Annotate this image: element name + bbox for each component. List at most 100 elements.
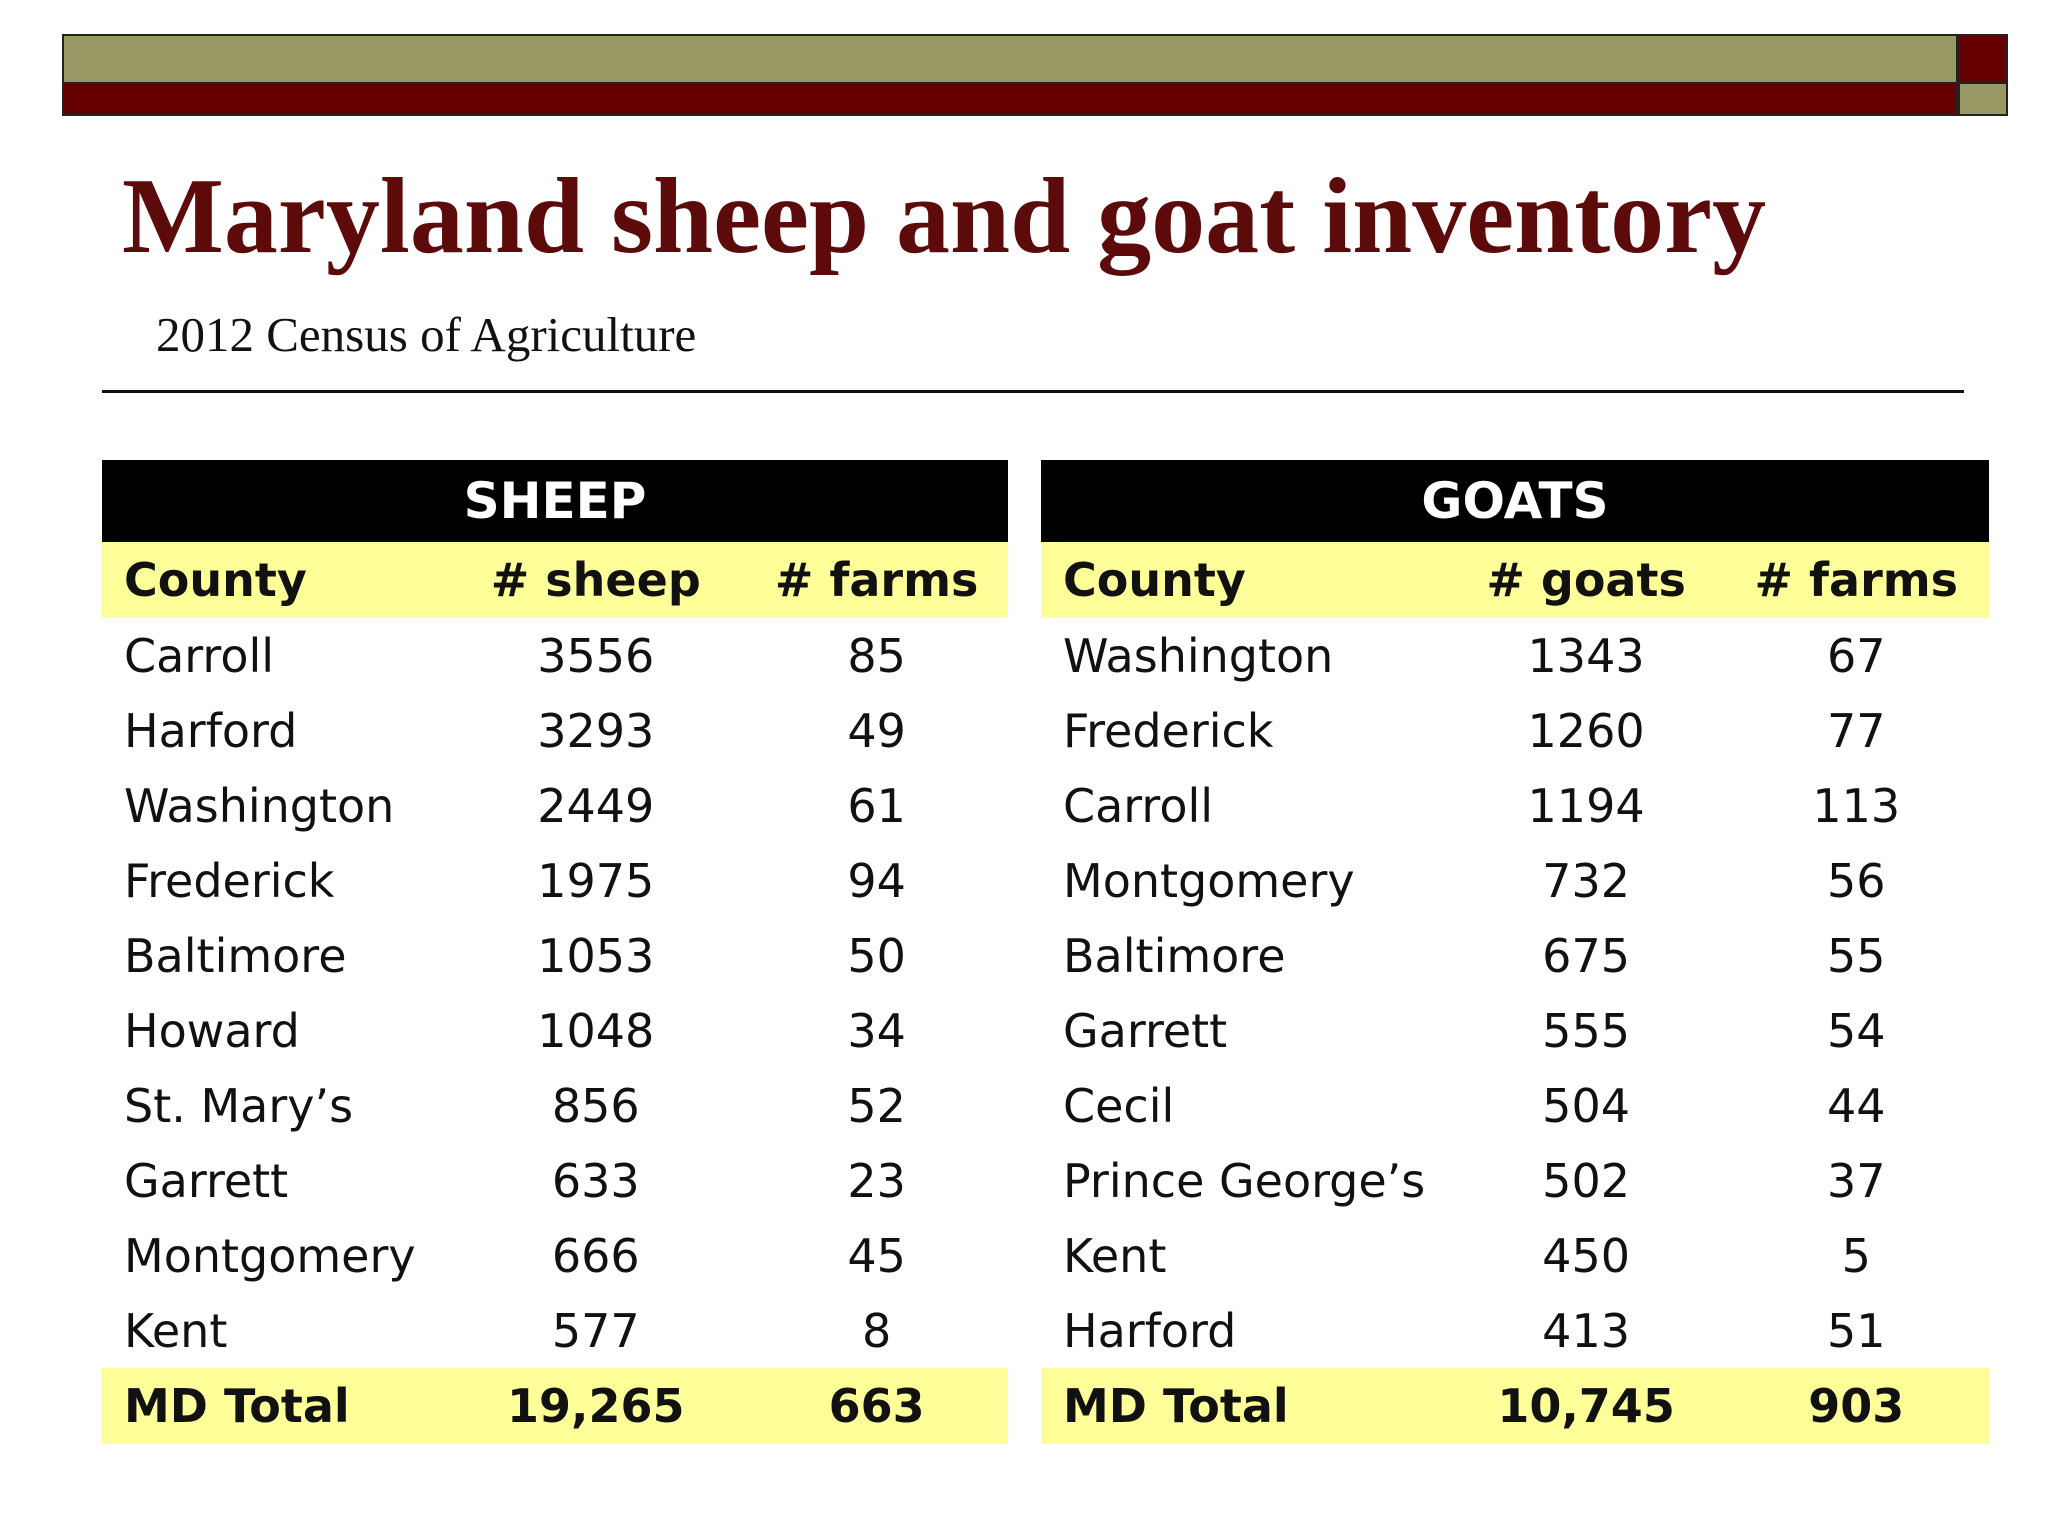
count-cell: 666 (551, 1228, 640, 1283)
table-row: Harford 413 51 (1041, 1293, 1989, 1368)
table-row: Baltimore 675 55 (1041, 918, 1989, 993)
county-cell: St. Mary’s (124, 1078, 354, 1133)
goats-table-heading: GOATS (1041, 460, 1989, 542)
count-cell: 1053 (537, 928, 655, 983)
table-row: Carroll 3556 85 (102, 618, 1008, 693)
farms-cell: 49 (847, 703, 906, 758)
table-row: Howard 1048 34 (102, 993, 1008, 1068)
goats-table: GOATS County # goats # farms Washington 1… (1041, 460, 1989, 1444)
count-cell: 3556 (537, 628, 655, 683)
county-cell: Kent (1063, 1228, 1167, 1283)
farms-cell: 67 (1826, 628, 1886, 683)
farms-cell: 37 (1826, 1153, 1886, 1208)
county-cell: Baltimore (124, 928, 347, 983)
farms-cell: 77 (1826, 703, 1886, 758)
count-cell: 2449 (537, 778, 655, 833)
farms-cell: 55 (1826, 928, 1886, 983)
count-cell: 1048 (537, 1003, 655, 1058)
farms-cell: 54 (1826, 1003, 1886, 1058)
table-row: Prince George’s 502 37 (1041, 1143, 1989, 1218)
county-cell: Carroll (1063, 778, 1214, 833)
farms-cell: 61 (847, 778, 906, 833)
farms-cell: 34 (847, 1003, 906, 1058)
farms-cell: 94 (847, 853, 906, 908)
page-title: Maryland sheep and goat inventory (122, 157, 1767, 276)
table-row: Kent 450 5 (1041, 1218, 1989, 1293)
county-cell: Washington (124, 778, 395, 833)
header-bar-red (62, 84, 1958, 116)
county-cell: Harford (1063, 1303, 1237, 1358)
header-square-olive (1958, 84, 2008, 116)
table-row: Garrett 555 54 (1041, 993, 1989, 1068)
county-cell: Carroll (124, 628, 275, 683)
total-label: MD Total (1041, 1368, 1449, 1444)
table-row: Baltimore 1053 50 (102, 918, 1008, 993)
sheep-table-heading: SHEEP (102, 460, 1008, 542)
count-cell: 732 (1542, 853, 1630, 908)
count-cell: 555 (1542, 1003, 1630, 1058)
county-cell: Garrett (124, 1153, 289, 1208)
table-row: Carroll 1194 113 (1041, 768, 1989, 843)
header-bar-olive (62, 34, 1958, 84)
table-row: Montgomery 666 45 (102, 1218, 1008, 1293)
farms-cell: 5 (1841, 1228, 1871, 1283)
county-cell: Howard (124, 1003, 300, 1058)
county-cell: Montgomery (124, 1228, 416, 1283)
table-row: Washington 2449 61 (102, 768, 1008, 843)
count-cell: 413 (1542, 1303, 1630, 1358)
county-cell: Montgomery (1063, 853, 1355, 908)
column-header-county: County (1041, 542, 1449, 618)
table-row: Harford 3293 49 (102, 693, 1008, 768)
farms-cell: 45 (847, 1228, 906, 1283)
count-cell: 450 (1542, 1228, 1630, 1283)
table-row: Montgomery 732 56 (1041, 843, 1989, 918)
page-subtitle: 2012 Census of Agriculture (156, 307, 697, 362)
header-square-red (1958, 34, 2008, 84)
county-cell: Frederick (1063, 703, 1274, 758)
county-cell: Baltimore (1063, 928, 1286, 983)
count-cell: 1975 (537, 853, 655, 908)
column-header-sheep: # sheep (446, 542, 746, 618)
total-count: 10,745 (1448, 1368, 1724, 1444)
count-cell: 3293 (537, 703, 655, 758)
farms-cell: 51 (1826, 1303, 1886, 1358)
farms-cell: 85 (847, 628, 906, 683)
total-farms: 663 (745, 1368, 1008, 1444)
column-header-farms: # farms (745, 542, 1008, 618)
sheep-table: SHEEP County # sheep # farms Carroll 3556… (102, 460, 1008, 1444)
farms-cell: 56 (1826, 853, 1886, 908)
total-farms: 903 (1723, 1368, 1989, 1444)
farms-cell: 8 (861, 1303, 892, 1358)
farms-cell: 113 (1812, 778, 1901, 833)
title-divider (102, 390, 1964, 393)
table-row: Washington 1343 67 (1041, 618, 1989, 693)
column-header-farms: # farms (1723, 542, 1989, 618)
county-cell: Garrett (1063, 1003, 1228, 1058)
count-cell: 1260 (1527, 703, 1645, 758)
farms-cell: 23 (847, 1153, 906, 1208)
county-cell: Frederick (124, 853, 335, 908)
farms-cell: 52 (847, 1078, 906, 1133)
count-cell: 675 (1542, 928, 1630, 983)
county-cell: Kent (124, 1303, 228, 1358)
count-cell: 502 (1542, 1153, 1630, 1208)
total-row: MD Total 19,265 663 (102, 1368, 1008, 1444)
count-cell: 504 (1542, 1078, 1630, 1133)
count-cell: 577 (551, 1303, 640, 1358)
total-label: MD Total (102, 1368, 447, 1444)
table-row: St. Mary’s 856 52 (102, 1068, 1008, 1143)
table-row: Kent 577 8 (102, 1293, 1008, 1368)
total-row: MD Total 10,745 903 (1041, 1368, 1989, 1444)
county-cell: Washington (1063, 628, 1334, 683)
table-row: Frederick 1260 77 (1041, 693, 1989, 768)
column-header-county: County (102, 542, 447, 618)
count-cell: 633 (551, 1153, 640, 1208)
county-cell: Cecil (1063, 1078, 1175, 1133)
table-row: Cecil 504 44 (1041, 1068, 1989, 1143)
count-cell: 1343 (1527, 628, 1645, 683)
count-cell: 1194 (1527, 778, 1645, 833)
county-cell: Harford (124, 703, 298, 758)
farms-cell: 50 (847, 928, 906, 983)
table-row: Frederick 1975 94 (102, 843, 1008, 918)
total-count: 19,265 (446, 1368, 746, 1444)
